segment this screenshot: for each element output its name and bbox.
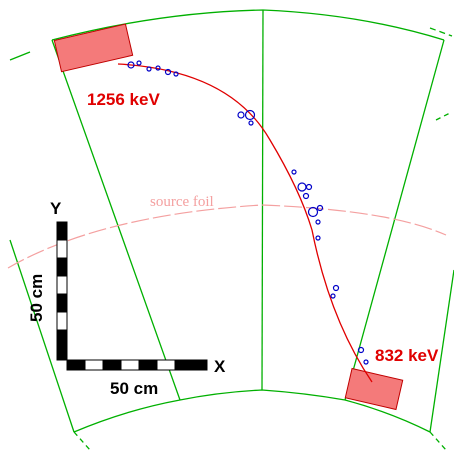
tracker-hit — [297, 182, 307, 192]
tracker-hit — [146, 66, 152, 72]
sector-stub-bottom-right — [429, 431, 447, 451]
tracker-hit — [173, 71, 179, 77]
sector-stub-right — [429, 27, 453, 37]
tracker-hit — [244, 109, 256, 121]
sector-boundary-far-right — [429, 269, 454, 433]
sector-boundary-far-left — [9, 239, 75, 433]
sector-inner-arc — [73, 389, 431, 433]
axis-label-x: X — [214, 357, 226, 376]
tracker-hit — [305, 183, 313, 191]
scale-label-x: 50 cm — [110, 379, 158, 398]
source-foil-arc — [7, 204, 447, 269]
calorimeter-hit-bottom — [344, 367, 404, 411]
calorimeter-hit-top — [53, 23, 134, 73]
tracker-hit — [136, 60, 142, 66]
energy-label-bottom: 832 keV — [375, 346, 439, 365]
tracker-hit — [357, 346, 365, 354]
sector-stub-bottom-left — [73, 431, 91, 451]
tracker-hit — [302, 192, 310, 200]
sector-boundary-center — [261, 9, 264, 391]
tracker-hit — [155, 65, 161, 71]
tracker-hit — [316, 204, 324, 212]
tracker-hit — [164, 68, 172, 76]
tracker-hit — [291, 169, 297, 175]
tracker-hit — [248, 120, 254, 126]
source-foil-label: source foil — [150, 194, 214, 210]
scale-bar-horizontal — [66, 359, 208, 371]
tracker-hit — [330, 293, 336, 299]
detector-sectors — [9, 9, 454, 451]
energy-label-top: 1256 keV — [87, 90, 160, 109]
scale-label-y: 50 cm — [27, 274, 46, 322]
sector-boundary-left — [51, 39, 181, 401]
tracker-hit — [315, 235, 321, 241]
tracker-hit — [332, 284, 340, 292]
sector-boundary-right — [344, 39, 445, 401]
tracker-hit — [127, 61, 135, 69]
tracker-hits — [127, 60, 369, 365]
sector-stub-right-mid — [435, 111, 453, 121]
tracker-hit — [307, 206, 319, 218]
scale-bar-vertical — [56, 221, 68, 361]
tracker-hit — [363, 359, 369, 365]
axis-label-y: Y — [50, 199, 62, 218]
tracker-hit — [315, 219, 321, 225]
tracker-hit — [237, 111, 245, 119]
electron-track — [117, 63, 373, 383]
sector-stub-left — [9, 51, 31, 61]
